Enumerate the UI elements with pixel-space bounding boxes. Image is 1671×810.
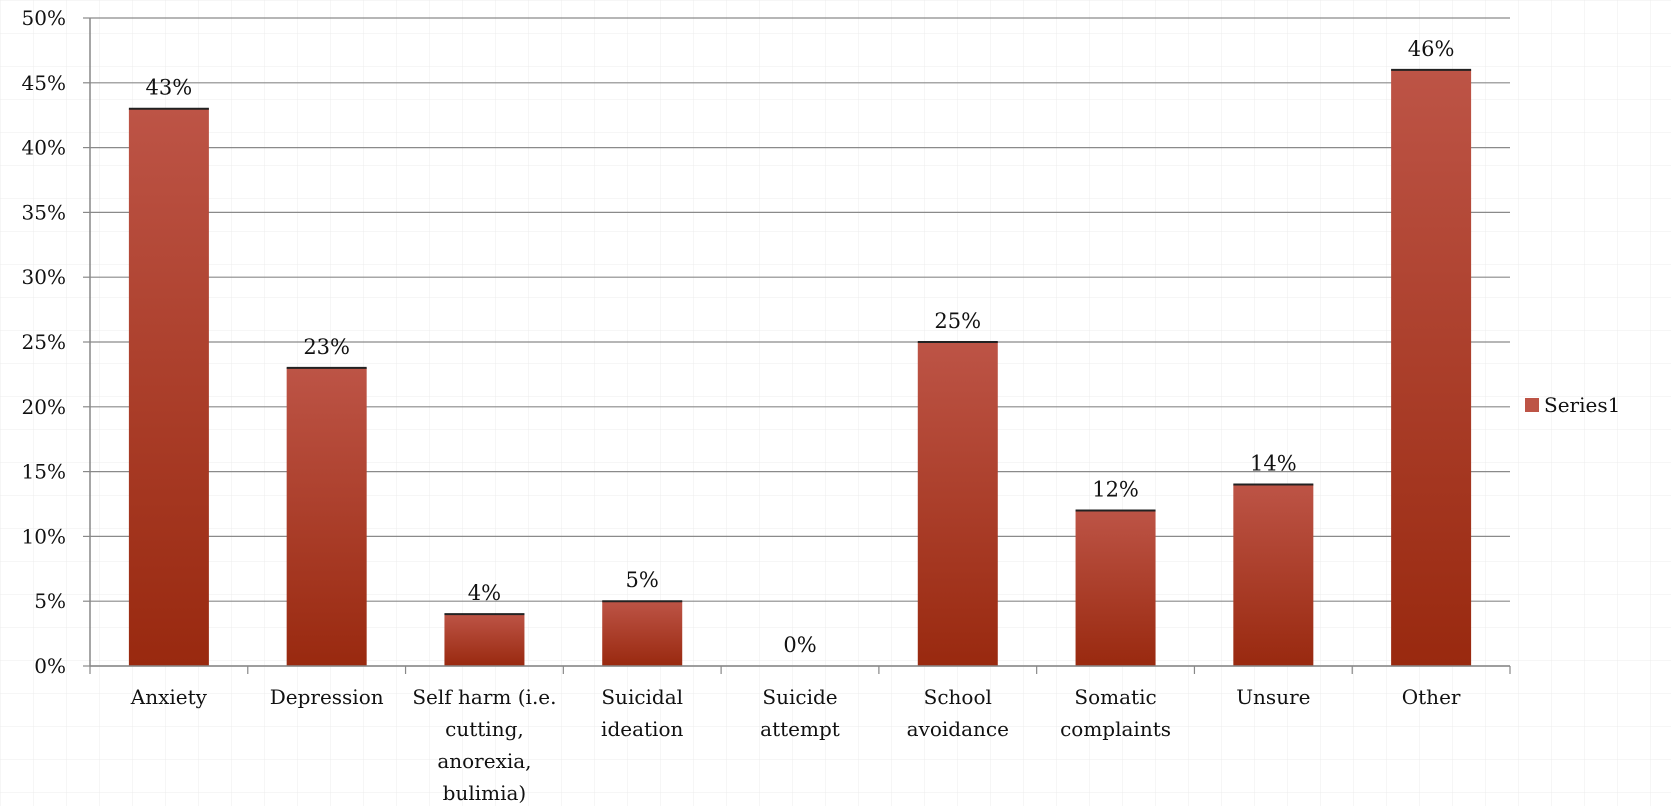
x-category-label: Suicidal [601, 685, 683, 709]
y-tick-label: 20% [22, 395, 66, 419]
legend-label-series1: Series1 [1544, 393, 1620, 417]
axes [83, 17, 1511, 674]
legend: Series1 [1525, 393, 1620, 417]
x-category-label: School [924, 685, 992, 709]
x-category-label: Self harm (i.e. [412, 685, 556, 709]
bar-5 [917, 342, 998, 666]
x-category-label: Suicide [762, 685, 837, 709]
data-label: 23% [303, 335, 350, 359]
y-tick-label: 30% [22, 265, 66, 289]
y-tick-label: 50% [22, 6, 66, 30]
bar-8 [1391, 69, 1472, 667]
bar-0 [128, 108, 209, 667]
x-category-label: Somatic [1074, 685, 1156, 709]
y-tick-label: 15% [22, 460, 66, 484]
x-category-label: cutting, [445, 717, 524, 741]
y-tick-label: 10% [22, 524, 66, 548]
x-category-label: ideation [601, 717, 683, 741]
y-tick-label: 45% [22, 71, 66, 95]
bar-7 [1233, 484, 1314, 666]
y-tick-label: 35% [22, 200, 66, 224]
x-category-label: attempt [760, 717, 840, 741]
data-label: 12% [1092, 477, 1139, 501]
data-label: 0% [783, 633, 816, 657]
data-label: 46% [1408, 37, 1455, 61]
data-label: 4% [468, 581, 501, 605]
x-category-label: Anxiety [130, 685, 208, 709]
bars [128, 68, 1472, 667]
legend-swatch-series1 [1525, 398, 1539, 412]
bar-3 [602, 601, 683, 666]
labels: 0% 5% 10% 15% 20% 25% 30% 35% 40% 45% 50% 43% Anxiet… [22, 6, 1461, 805]
bar-1 [286, 367, 367, 666]
y-tick-label: 5% [34, 589, 66, 613]
data-label: 14% [1250, 452, 1297, 476]
bar-2 [444, 614, 525, 666]
data-label: 25% [934, 309, 981, 333]
x-category-label: complaints [1060, 717, 1171, 741]
x-category-label: anorexia, [437, 749, 531, 773]
data-label: 43% [146, 76, 193, 100]
x-category-label: bulimia) [443, 781, 527, 805]
y-tick-label: 0% [34, 654, 66, 678]
y-tick-label: 25% [22, 330, 66, 354]
bar-6 [1075, 510, 1156, 666]
y-tick-label: 40% [22, 136, 66, 160]
x-category-label: Unsure [1236, 685, 1310, 709]
x-category-label: Depression [270, 685, 384, 709]
data-label: 5% [626, 568, 659, 592]
x-category-label: Other [1402, 685, 1461, 709]
x-category-label: avoidance [907, 717, 1009, 741]
